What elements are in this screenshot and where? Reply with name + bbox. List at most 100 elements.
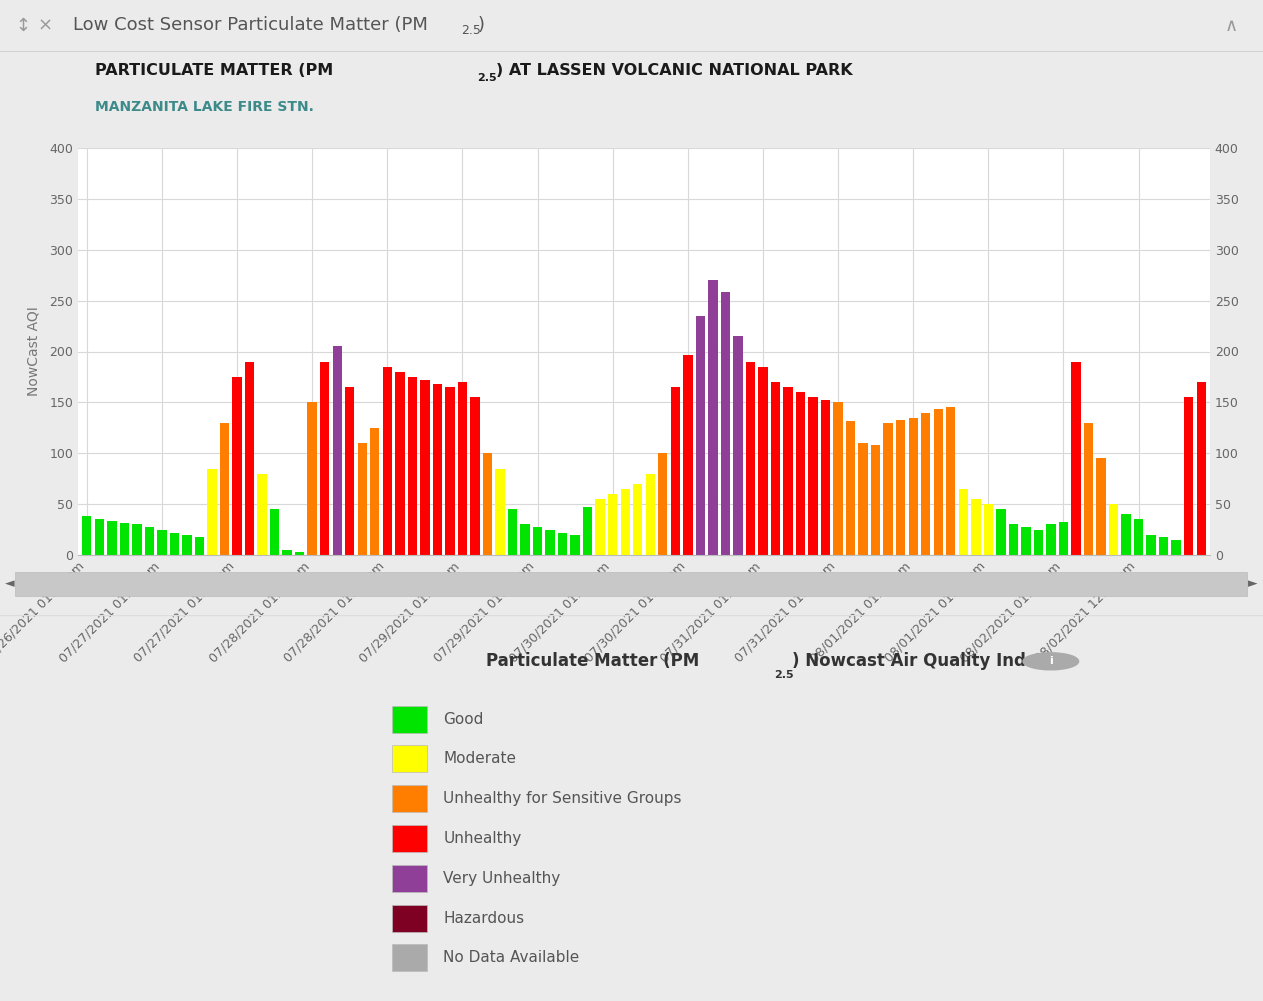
- Bar: [971, 499, 980, 555]
- Text: Unhealthy for Sensitive Groups: Unhealthy for Sensitive Groups: [443, 791, 682, 806]
- Bar: [796, 392, 806, 555]
- Bar: [345, 387, 355, 555]
- Bar: [1033, 530, 1043, 555]
- Bar: [783, 387, 793, 555]
- Bar: [470, 397, 480, 555]
- Bar: [645, 473, 655, 555]
- Text: Moderate: Moderate: [443, 752, 517, 767]
- Bar: [871, 445, 880, 555]
- Bar: [546, 530, 554, 555]
- Text: 2.5: 2.5: [774, 670, 794, 680]
- Bar: [671, 387, 679, 555]
- Bar: [220, 422, 229, 555]
- Bar: [182, 535, 192, 555]
- Bar: [571, 535, 580, 555]
- Bar: [82, 517, 91, 555]
- Text: Good: Good: [443, 712, 484, 727]
- Bar: [1109, 505, 1118, 555]
- Bar: [15, 573, 1247, 596]
- Text: No Data Available: No Data Available: [443, 950, 580, 965]
- Bar: [821, 400, 830, 555]
- Bar: [1084, 422, 1094, 555]
- Circle shape: [1023, 653, 1079, 670]
- Bar: [633, 483, 643, 555]
- Bar: [370, 427, 379, 555]
- Bar: [683, 354, 692, 555]
- Bar: [296, 552, 304, 555]
- Bar: [446, 387, 455, 555]
- Bar: [1058, 523, 1068, 555]
- Bar: [258, 473, 266, 555]
- Bar: [307, 402, 317, 555]
- Bar: [734, 336, 743, 555]
- Bar: [169, 533, 179, 555]
- Bar: [232, 377, 241, 555]
- Bar: [859, 443, 868, 555]
- Bar: [1172, 540, 1181, 555]
- Bar: [207, 468, 217, 555]
- Bar: [520, 525, 529, 555]
- Bar: [946, 407, 956, 555]
- Bar: [392, 905, 427, 932]
- Bar: [392, 706, 427, 733]
- Text: ): ): [477, 16, 485, 34]
- Bar: [383, 366, 392, 555]
- Bar: [95, 520, 104, 555]
- Bar: [1134, 520, 1143, 555]
- Bar: [392, 825, 427, 852]
- Bar: [846, 420, 855, 555]
- Bar: [392, 865, 427, 892]
- Bar: [392, 746, 427, 773]
- Bar: [195, 537, 205, 555]
- Bar: [392, 944, 427, 971]
- Text: PARTICULATE MATTER (PM: PARTICULATE MATTER (PM: [95, 63, 333, 78]
- Text: ) Nowcast Air Quality Index: ) Nowcast Air Quality Index: [792, 653, 1048, 671]
- Text: i: i: [1050, 657, 1052, 667]
- Bar: [1009, 525, 1018, 555]
- Bar: [332, 346, 342, 555]
- Bar: [421, 380, 429, 555]
- Bar: [1196, 382, 1206, 555]
- Bar: [984, 505, 993, 555]
- Bar: [1071, 361, 1081, 555]
- Bar: [107, 522, 116, 555]
- Bar: [997, 510, 1005, 555]
- Bar: [1046, 525, 1056, 555]
- Bar: [408, 377, 417, 555]
- Bar: [895, 419, 906, 555]
- Bar: [283, 550, 292, 555]
- Bar: [834, 402, 842, 555]
- Bar: [495, 468, 505, 555]
- Bar: [696, 316, 705, 555]
- Bar: [558, 533, 567, 555]
- Text: ◄: ◄: [5, 578, 15, 591]
- Bar: [884, 422, 893, 555]
- Bar: [270, 510, 279, 555]
- Bar: [392, 785, 427, 812]
- Bar: [921, 412, 931, 555]
- Bar: [608, 493, 618, 555]
- Bar: [357, 443, 368, 555]
- Bar: [584, 508, 592, 555]
- Bar: [770, 382, 781, 555]
- Bar: [959, 488, 967, 555]
- Bar: [620, 488, 630, 555]
- Bar: [457, 382, 467, 555]
- Bar: [595, 499, 605, 555]
- Bar: [433, 384, 442, 555]
- Text: ×: ×: [38, 17, 53, 35]
- Bar: [1183, 397, 1194, 555]
- Bar: [658, 453, 667, 555]
- Bar: [1022, 527, 1031, 555]
- Bar: [145, 527, 154, 555]
- Text: 2.5: 2.5: [477, 73, 498, 83]
- Bar: [320, 361, 330, 555]
- Bar: [709, 280, 717, 555]
- Text: MANZANITA LAKE FIRE STN.: MANZANITA LAKE FIRE STN.: [95, 100, 313, 114]
- Text: Very Unhealthy: Very Unhealthy: [443, 871, 561, 886]
- Bar: [908, 417, 918, 555]
- Bar: [745, 361, 755, 555]
- Bar: [1159, 537, 1168, 555]
- Bar: [758, 366, 768, 555]
- Text: Particulate Matter (PM: Particulate Matter (PM: [486, 653, 700, 671]
